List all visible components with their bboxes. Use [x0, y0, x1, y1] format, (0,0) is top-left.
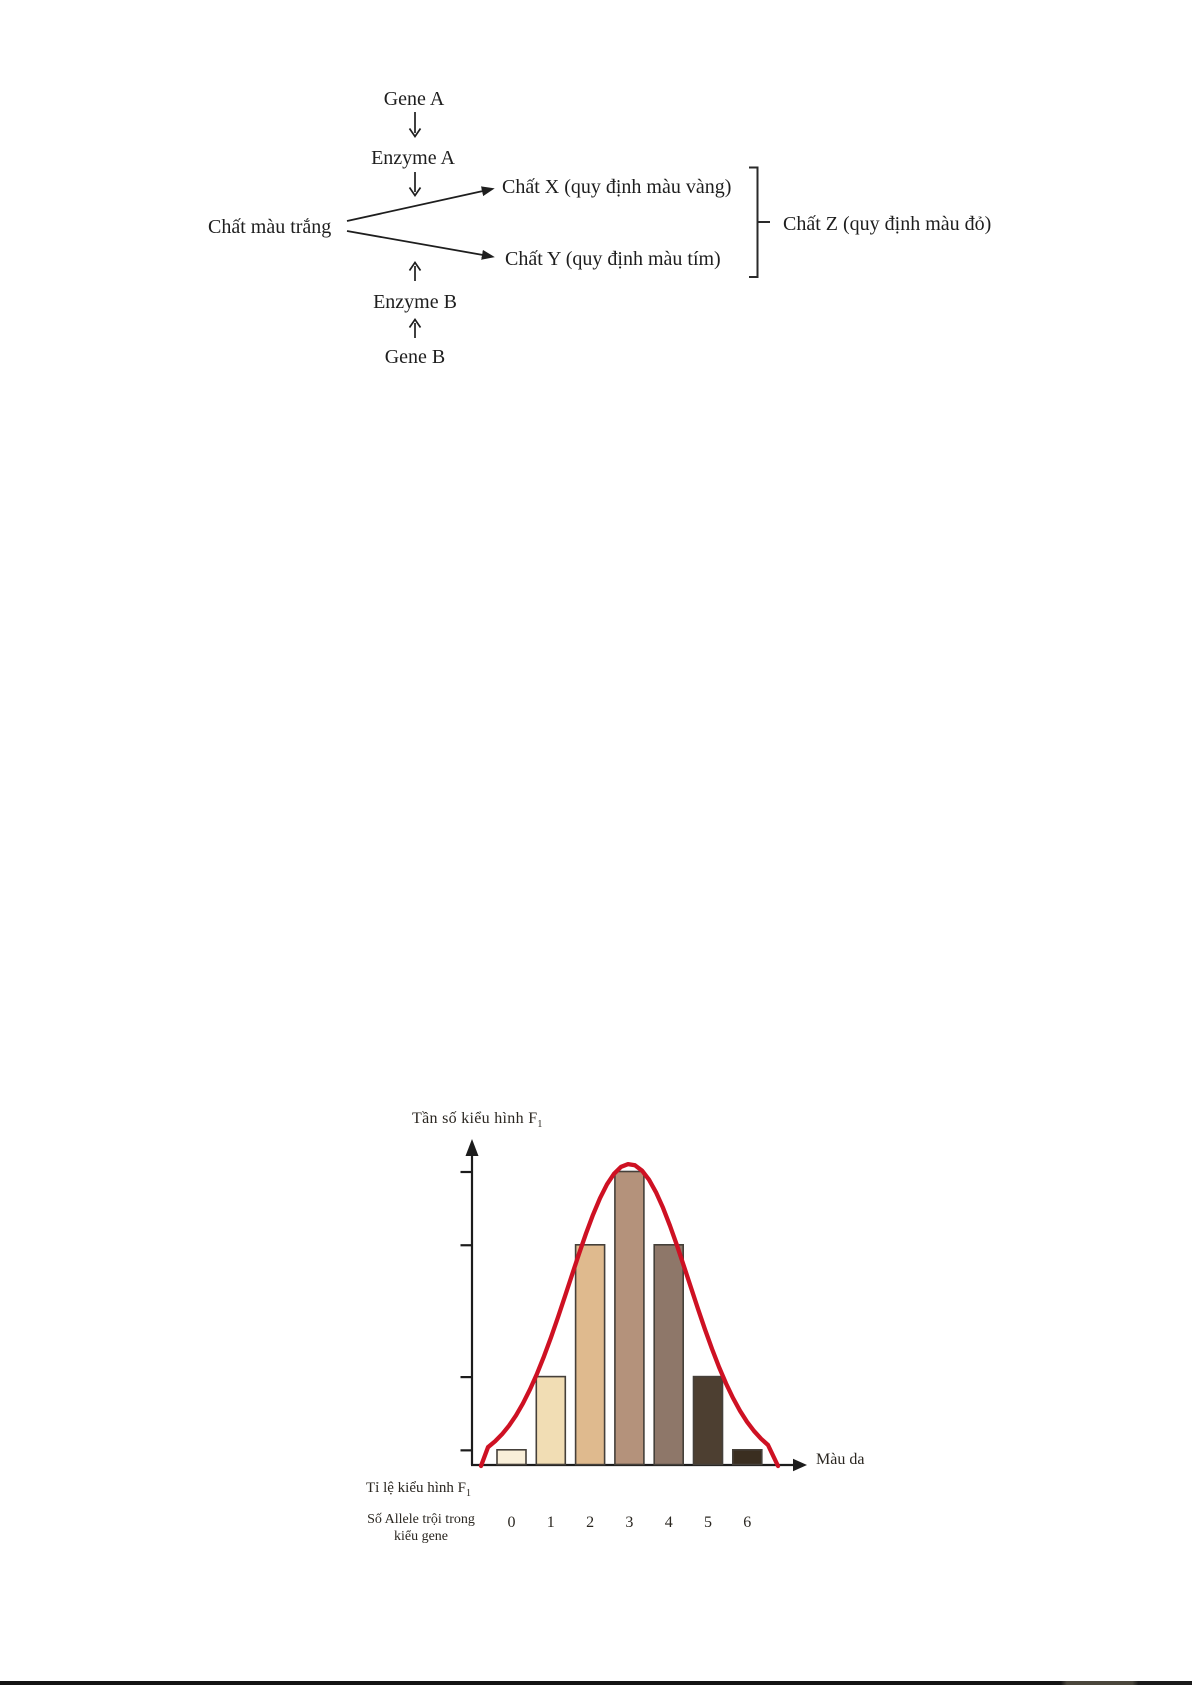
- bell-curve: [478, 1161, 781, 1469]
- allele-label-line2: kiểu gene: [393, 1529, 449, 1544]
- x-tick-label-0: 0: [507, 1514, 516, 1531]
- x-tick-label-2: 2: [586, 1514, 595, 1531]
- bar-allele-6: [731, 1449, 763, 1466]
- ratio-label-text: Tỉ lệ kiểu hình F: [366, 1480, 466, 1496]
- product-x-label: Chất X (quy định màu vàng): [502, 176, 732, 198]
- gene-a-label: Gene A: [383, 88, 445, 110]
- x-axis-label: Màu da: [816, 1451, 865, 1468]
- x-tick-label-4: 4: [664, 1514, 673, 1531]
- x-tick-label-3: 3: [625, 1514, 634, 1531]
- bar-allele-4: [653, 1244, 685, 1466]
- x-axis-arrowhead-icon: [793, 1458, 807, 1472]
- product-z-label: Chất Z (quy định màu đỏ): [783, 213, 992, 235]
- arrow-up-enzyme-b: [408, 260, 422, 281]
- gene-b-label: Gene B: [384, 346, 446, 368]
- y-axis-label: Tần số kiểu hình F1: [412, 1110, 543, 1130]
- x-tick-label-1: 1: [546, 1514, 555, 1531]
- x-tick-label-6: 6: [743, 1514, 752, 1531]
- x-tick-label-5: 5: [704, 1514, 712, 1531]
- arrow-up-gene-b-to-enzyme-b: [408, 317, 422, 338]
- bottom-edge-strip: [0, 1681, 1192, 1685]
- substrate-label: Chất màu trắng: [208, 216, 332, 238]
- bar-allele-3: [614, 1170, 645, 1466]
- dominant-allele-row-label: Số Allele trội trong kiểu gene: [351, 1511, 491, 1545]
- bar-allele-5: [692, 1375, 724, 1466]
- y-axis-label-text: Tần số kiểu hình F: [412, 1110, 538, 1127]
- enzyme-a-label: Enzyme A: [371, 147, 455, 169]
- y-axis-arrowhead-icon: [465, 1139, 479, 1156]
- bar-allele-0: [496, 1449, 527, 1466]
- grouping-bracket: [749, 166, 770, 278]
- bar-allele-1: [535, 1375, 567, 1466]
- arrow-substrate-to-y: [346, 230, 495, 260]
- y-axis-label-subscript: 1: [537, 1119, 543, 1131]
- arrow-substrate-to-x: [346, 186, 495, 222]
- enzyme-b-label: Enzyme B: [373, 291, 457, 313]
- bar-allele-2: [574, 1244, 606, 1466]
- arrow-down-enzyme-a: [408, 172, 422, 198]
- allele-label-line1: Số Allele trội trong: [367, 1512, 475, 1527]
- ratio-label-subscript: 1: [466, 1488, 471, 1499]
- phenotype-ratio-row-label: Tỉ lệ kiểu hình F1: [366, 1480, 471, 1499]
- product-y-label: Chất Y (quy định màu tím): [505, 248, 721, 270]
- arrow-down-gene-a-to-enzyme-a: [408, 112, 422, 139]
